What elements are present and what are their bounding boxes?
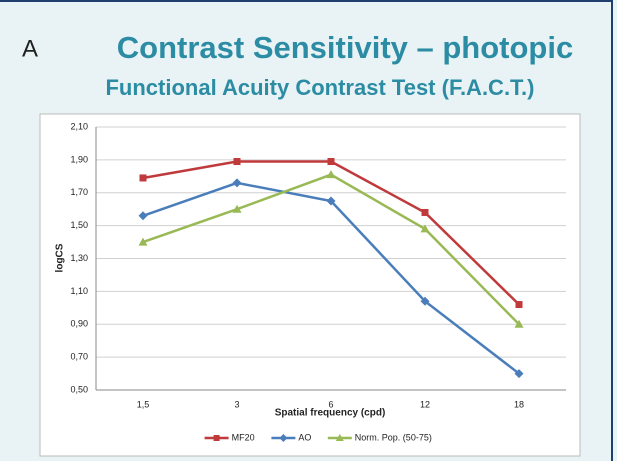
y-tick-label: 0,70 [70, 352, 88, 362]
marker [420, 296, 430, 306]
panel-label: A [22, 35, 38, 62]
marker [138, 211, 148, 221]
x-tick-label: 1,5 [137, 399, 150, 409]
marker [326, 196, 336, 206]
x-tick-label: 6 [328, 399, 333, 409]
x-tick-label: 12 [420, 399, 430, 409]
marker [233, 158, 241, 166]
marker [138, 237, 148, 246]
marker [279, 434, 288, 442]
y-axis-label: logCS [55, 243, 66, 272]
y-tick-label: 1,90 [70, 154, 88, 164]
chart-title: Contrast Sensitivity – photopic [117, 30, 573, 65]
legend-label: MF20 [232, 432, 255, 442]
y-tick-label: 1,10 [70, 286, 88, 296]
marker [232, 178, 242, 188]
y-tick-label: 1,30 [70, 253, 88, 263]
marker [421, 208, 429, 216]
legend-label: Norm. Pop. (50-75) [355, 432, 432, 442]
legend-label: AO [298, 432, 311, 442]
marker [213, 435, 220, 441]
y-tick-label: 0,50 [70, 384, 88, 394]
marker [335, 434, 344, 441]
y-tick-label: 1,70 [70, 187, 88, 197]
marker [514, 369, 524, 379]
marker [420, 224, 430, 233]
chart-subtitle: Functional Acuity Contrast Test (F.A.C.T… [105, 75, 534, 100]
x-tick-label: 18 [514, 399, 524, 409]
marker [139, 174, 147, 182]
marker [515, 301, 523, 309]
marker [514, 319, 524, 328]
chart-area [39, 113, 581, 457]
x-tick-label: 3 [234, 399, 239, 409]
marker [327, 158, 335, 166]
y-tick-label: 2,10 [70, 121, 88, 131]
y-tick-label: 0,90 [70, 319, 88, 329]
marker [326, 170, 336, 179]
y-tick-label: 1,50 [70, 220, 88, 230]
x-axis-label: Spatial frequency (cpd) [275, 408, 386, 419]
marker [232, 204, 242, 213]
